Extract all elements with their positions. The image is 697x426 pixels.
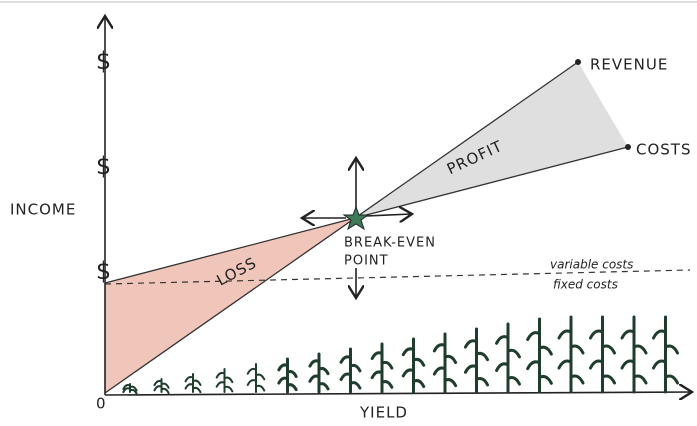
corn-plant: [654, 317, 678, 392]
origin-label: 0: [96, 395, 107, 413]
dollar-mark: $: [96, 47, 112, 75]
revenue-end: [575, 59, 581, 65]
break-even-diagram: $ $ $ INCOME YIELD 0 REVENUE COSTS PROFI…: [0, 0, 697, 426]
fixed-costs-label: fixed costs: [553, 278, 618, 292]
x-axis-label: YIELD: [359, 404, 408, 422]
costs-label: COSTS: [636, 141, 692, 159]
revenue-label: REVENUE: [590, 56, 668, 74]
corn-plant: [217, 369, 233, 392]
costs-end: [625, 144, 631, 150]
break-even-label: BREAK-EVEN: [344, 236, 436, 251]
corn-plant: [123, 384, 136, 394]
corn-plant: [403, 339, 423, 392]
corn-plant: [279, 359, 296, 392]
corn-plant: [434, 334, 455, 392]
corn-plant: [310, 354, 328, 392]
dollar-mark: $: [96, 257, 112, 285]
dollar-mark: $: [96, 152, 112, 180]
break-even-star: [344, 207, 368, 229]
corn-plant: [497, 324, 520, 392]
corn-plant: [248, 364, 264, 392]
corn-plant: [559, 317, 583, 392]
corn-plant: [154, 379, 168, 393]
corn-plant: [591, 317, 615, 392]
variable-costs-label: variable costs: [550, 258, 633, 272]
y-axis-label: INCOME: [10, 201, 76, 219]
corn-plants: [123, 317, 677, 394]
corn-plant: [341, 349, 360, 392]
corn-plant: [528, 319, 552, 392]
break-even-label: POINT: [344, 254, 389, 269]
corn-plant: [372, 344, 392, 392]
corn-plant: [622, 317, 646, 392]
corn-plant: [186, 374, 201, 392]
corn-plant: [465, 329, 487, 392]
